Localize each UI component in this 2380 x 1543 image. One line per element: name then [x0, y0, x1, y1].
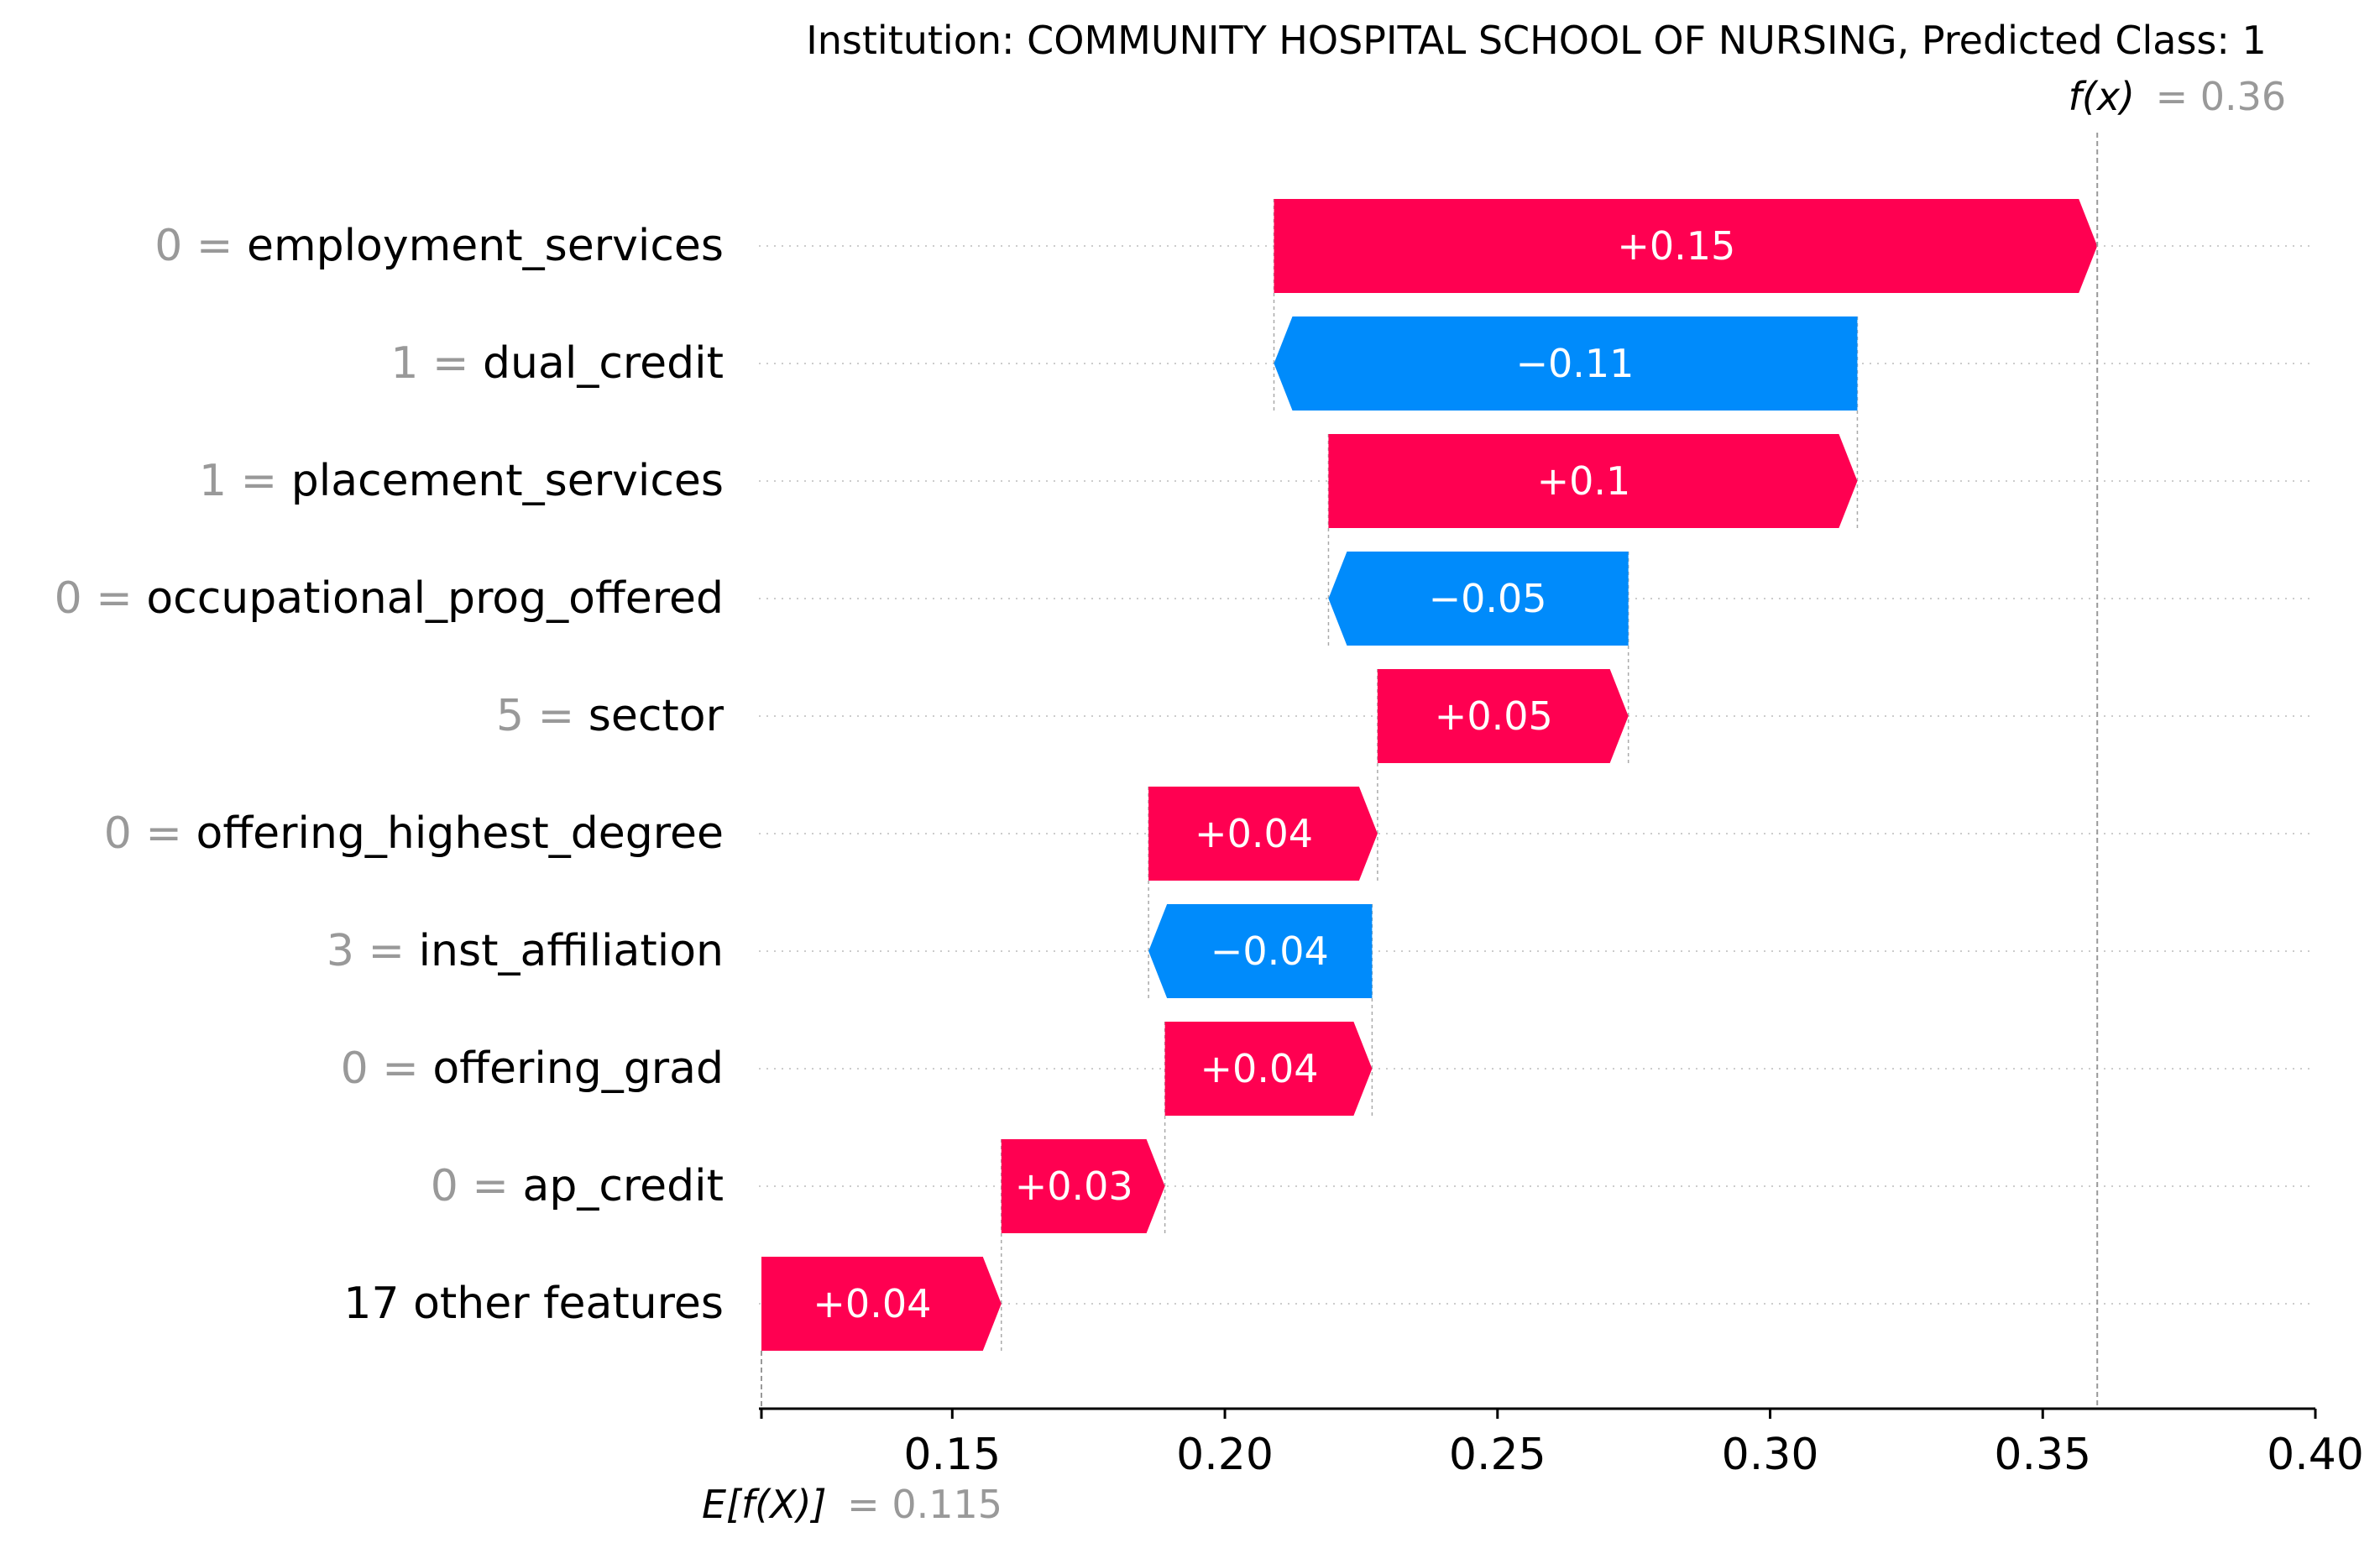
feature-value: 0 =: [104, 808, 196, 859]
feature-name: placement_services: [291, 456, 724, 506]
fx-annotation: f(x) = 0.36: [2069, 74, 2287, 119]
bar-employment_services: [1274, 199, 2098, 293]
bar-17-other-features: [761, 1257, 1002, 1351]
feature-label: 1 = dual_credit: [390, 338, 724, 389]
feature-value: 0 =: [55, 573, 147, 624]
feature-value: 1 =: [390, 338, 483, 389]
feature-value: 5 =: [496, 691, 588, 741]
bar-value-label: −0.11: [1515, 341, 1634, 386]
fx-label: f(x): [2069, 74, 2135, 119]
bars: [761, 199, 2098, 1351]
bar-sector: [1377, 669, 1629, 763]
x-axis: 0.15 0.20 0.25 0.30 0.35 0.40: [759, 1407, 2364, 1480]
bar-value-label: +0.1: [1537, 458, 1631, 504]
feature-name: offering_grad: [432, 1043, 724, 1094]
feature-label: 0 = employment_services: [154, 221, 724, 271]
bar-occupational_prog_offered: [1328, 552, 1629, 646]
bar-value-label: +0.04: [1195, 811, 1313, 856]
bar-ap_credit: [1001, 1139, 1165, 1233]
feature-name: inst_affiliation: [419, 926, 724, 976]
base-value: = 0.115: [847, 1482, 1002, 1527]
feature-label: 17 other features: [343, 1279, 724, 1329]
x-tick-label: 0.15: [903, 1430, 1001, 1480]
bar-offering_grad: [1164, 1022, 1373, 1116]
feature-value: 0 =: [341, 1043, 433, 1094]
bar-offering_highest_degree: [1148, 787, 1378, 881]
x-tick-label: 0.20: [1176, 1430, 1274, 1480]
feature-label: 5 = sector: [496, 691, 724, 741]
feature-name: employment_services: [247, 221, 724, 271]
feature-value: 0 =: [431, 1161, 523, 1211]
bar-value-label: +0.04: [1200, 1046, 1319, 1091]
feature-name: occupational_prog_offered: [146, 573, 724, 624]
feature-name: sector: [588, 691, 724, 741]
feature-label: 0 = occupational_prog_offered: [55, 573, 724, 624]
bar-dual_credit: [1274, 316, 1858, 411]
bar-value-label: −0.05: [1429, 576, 1547, 621]
feature-value: 0 =: [154, 221, 247, 271]
bar-placement_services: [1328, 434, 1858, 528]
base-label: E[f(X)]: [702, 1482, 827, 1527]
feature-label: 3 = inst_affiliation: [327, 926, 724, 976]
chart-title: Institution: COMMUNITY HOSPITAL SCHOOL O…: [806, 18, 2267, 63]
bar-value-label: +0.05: [1435, 693, 1553, 739]
bar-value-label: −0.04: [1211, 928, 1329, 974]
x-tick-label: 0.25: [1449, 1430, 1546, 1480]
base-annotation: E[f(X)] = 0.115: [702, 1482, 1002, 1527]
bar-value-label: +0.03: [1015, 1164, 1133, 1209]
feature-name: ap_credit: [522, 1161, 724, 1211]
feature-label: 0 = ap_credit: [431, 1161, 724, 1211]
fx-value: = 0.36: [2156, 74, 2287, 119]
feature-name: dual_credit: [483, 338, 724, 389]
bar-value-labels: +0.15 −0.11 +0.1 −0.05 +0.05 +0.04 −0.04 +0.04 +…: [813, 223, 1735, 1326]
x-tick-label: 0.35: [1994, 1430, 2091, 1480]
x-tick-label: 0.40: [2267, 1430, 2364, 1480]
bar-value-label: +0.15: [1617, 223, 1735, 269]
feature-label: 0 = offering_highest_degree: [104, 808, 724, 859]
bar-value-label: +0.04: [813, 1281, 931, 1326]
bar-inst_affiliation: [1148, 904, 1373, 998]
x-tick-label: 0.30: [1722, 1430, 1819, 1480]
feature-value: 1 =: [199, 456, 291, 506]
feature-name: offering_highest_degree: [196, 808, 724, 859]
feature-value: 3 =: [327, 926, 419, 976]
feature-label: 1 = placement_services: [199, 456, 724, 506]
feature-name: 17 other features: [343, 1279, 724, 1329]
feature-label: 0 = offering_grad: [341, 1043, 724, 1094]
